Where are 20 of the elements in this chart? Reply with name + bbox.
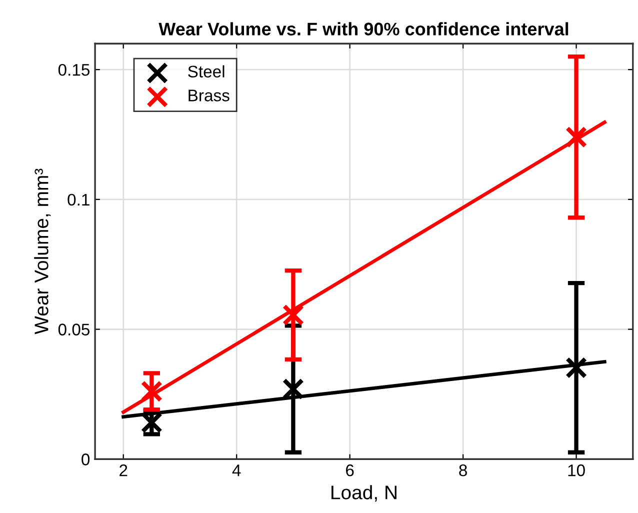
x-tick-label: 2	[120, 464, 128, 476]
y-tick-label: 0	[82, 454, 90, 466]
y-tick-label: 0.1	[68, 194, 90, 206]
legend-label: Steel	[188, 65, 224, 78]
legend-label: Brass	[188, 90, 230, 102]
chart-title: Wear Volume vs. F with 90% confidence interval	[158, 22, 568, 36]
x-tick-label: 8	[459, 464, 467, 476]
point	[565, 126, 588, 148]
point	[140, 412, 163, 434]
point	[282, 378, 304, 400]
point	[282, 304, 304, 326]
x-tick-label: 10	[568, 464, 585, 476]
y-tick-label: 0.05	[58, 324, 90, 336]
y-axis-title: Wear Volume, mm³	[34, 168, 51, 334]
x-tick-label: 4	[232, 464, 241, 476]
point	[565, 356, 588, 379]
y-tick-label: 0.15	[58, 64, 90, 76]
x-tick-label: 6	[346, 464, 354, 476]
point	[140, 380, 163, 402]
x-axis-title: Load, N	[332, 485, 396, 502]
